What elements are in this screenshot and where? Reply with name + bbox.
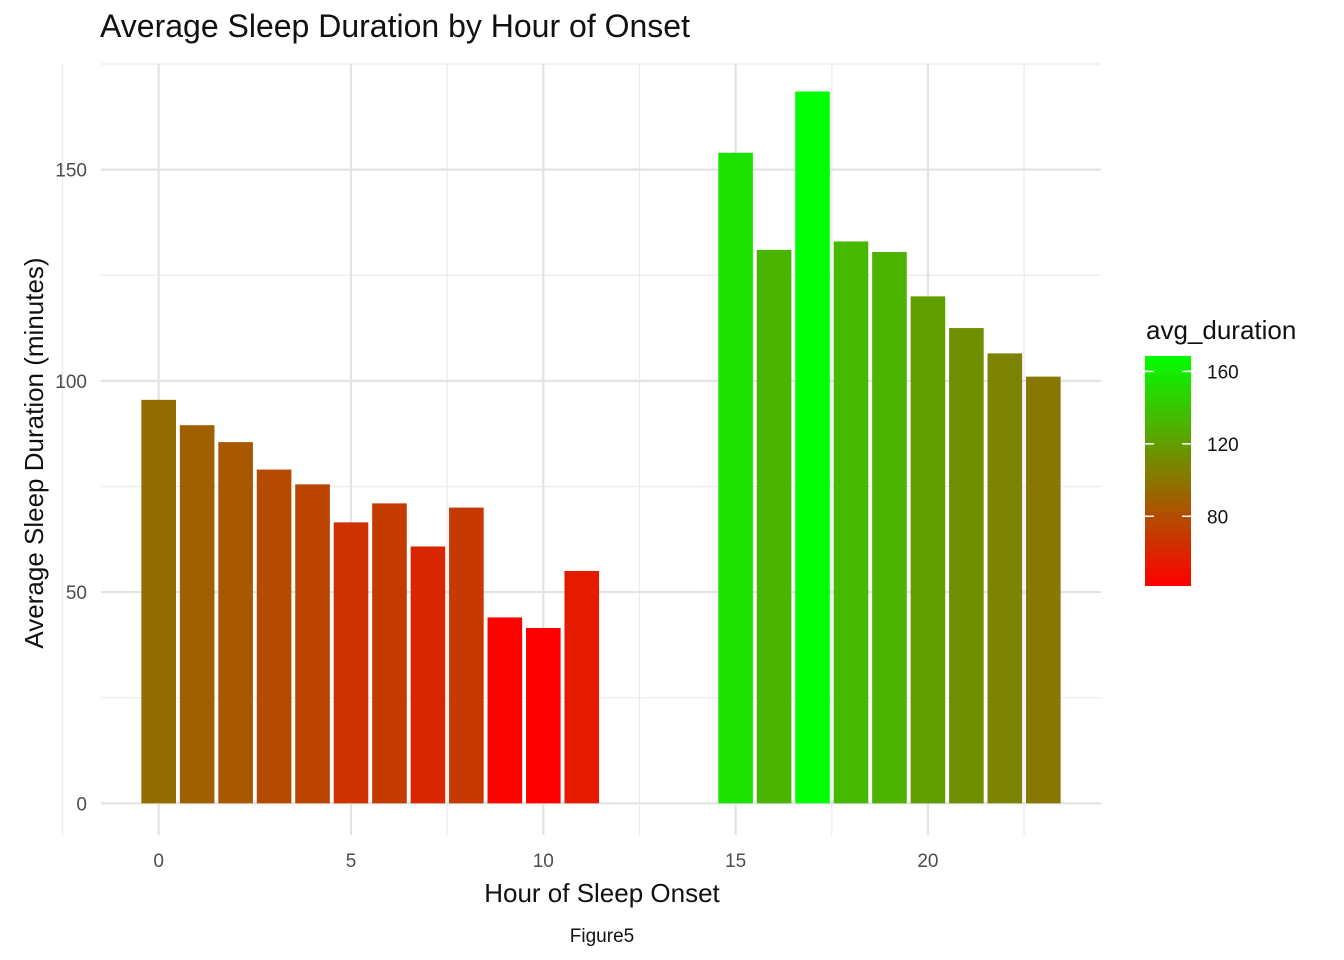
bar-hour-2: [218, 442, 253, 804]
x-tick-label: 20: [917, 851, 938, 872]
x-axis-title: Hour of Sleep Onset: [484, 878, 720, 908]
bar-hour-10: [526, 627, 561, 804]
bar-hour-21: [949, 328, 984, 804]
x-axis-ticks: 0 5 10 15 20: [153, 851, 938, 872]
legend-tick-label: 160: [1207, 362, 1239, 383]
bar-hour-8: [449, 507, 484, 804]
x-tick-label: 0: [153, 851, 164, 872]
figure-caption: Figure5: [570, 926, 634, 947]
x-tick-label: 5: [346, 851, 357, 872]
legend-ticks: 80 120 160: [1145, 362, 1239, 528]
x-tick-label: 10: [533, 851, 554, 872]
bar-hour-15: [718, 152, 753, 804]
bar-hour-16: [756, 249, 792, 804]
y-tick-label: 150: [55, 161, 87, 182]
bar-hour-7: [410, 546, 446, 804]
y-tick-label: 50: [66, 583, 87, 604]
bar-hour-17: [795, 91, 830, 804]
bar-hour-18: [833, 241, 869, 804]
bar-hour-3: [256, 469, 292, 804]
legend-tick-label: 80: [1207, 507, 1228, 528]
bar-hour-20: [910, 296, 946, 804]
bar-hour-9: [487, 617, 523, 804]
x-tick-label: 15: [725, 851, 746, 872]
bar-hour-0: [141, 399, 176, 804]
legend-color-bar: [1145, 356, 1191, 586]
y-axis-title: Average Sleep Duration (minutes): [19, 257, 49, 648]
bar-hour-11: [564, 570, 600, 804]
chart-title: Average Sleep Duration by Hour of Onset: [100, 8, 690, 44]
y-axis-ticks: 0 50 100 150: [55, 161, 87, 816]
bar-hour-1: [179, 425, 215, 804]
y-tick-label: 0: [76, 794, 87, 815]
bar-hour-5: [333, 522, 369, 804]
y-tick-label: 100: [55, 372, 87, 393]
bar-hour-4: [295, 484, 330, 804]
bar-hour-22: [987, 353, 1023, 804]
bar-hour-6: [372, 503, 407, 804]
color-legend: avg_duration 80 120 160: [1145, 315, 1296, 586]
legend-tick-label: 120: [1207, 435, 1239, 456]
bars: [141, 91, 1061, 804]
bar-hour-23: [1026, 376, 1061, 804]
legend-title: avg_duration: [1146, 315, 1296, 345]
bar-hour-19: [872, 251, 907, 804]
